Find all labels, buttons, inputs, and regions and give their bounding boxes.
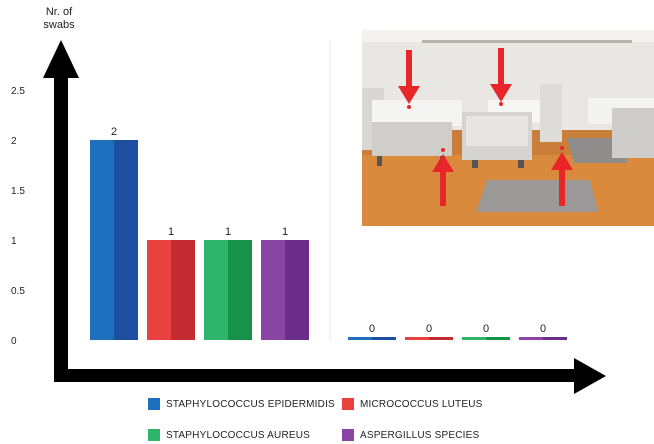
y-axis-label-line2: swabs (43, 19, 75, 31)
bar-shade (486, 337, 510, 340)
hospital-room-photo (362, 30, 654, 226)
y-axis-line (54, 70, 68, 382)
bar (462, 337, 486, 340)
y-tick-label: 2.5 (11, 86, 25, 97)
bar (147, 240, 171, 340)
y-tick-label: 0 (11, 336, 17, 347)
y-tick-label: 2 (11, 136, 17, 147)
down-arrow-icon (398, 50, 420, 104)
bar-value-label: 2 (111, 126, 117, 138)
y-axis-label: Nr. of swabs (36, 6, 82, 32)
bar-shade (171, 240, 195, 340)
bar-shade (114, 140, 138, 340)
y-axis-label-line1: Nr. of (45, 6, 73, 18)
bar-value-label: 0 (369, 323, 375, 335)
bar-value-label: 1 (225, 226, 231, 238)
bar-shade (429, 337, 453, 340)
bar-value-label: 1 (282, 226, 288, 238)
bar (348, 337, 372, 340)
bar-shade (543, 337, 567, 340)
bar (261, 240, 285, 340)
bar-shade (372, 337, 396, 340)
x-axis-line (54, 369, 584, 382)
bar-value-label: 0 (426, 323, 432, 335)
down-arrow-icon (490, 48, 512, 102)
bar-shade (228, 240, 252, 340)
y-tick-label: 0.5 (11, 286, 25, 297)
up-arrow-icon (432, 154, 454, 206)
red-dot-icon (441, 148, 445, 152)
y-tick-label: 1 (11, 236, 17, 247)
bar-shade (285, 240, 309, 340)
red-dot-icon (407, 105, 411, 109)
x-axis-arrow-icon (574, 358, 606, 394)
arrow-overlay (398, 48, 573, 206)
bar-value-label: 0 (483, 323, 489, 335)
y-tick-label: 1.5 (11, 186, 25, 197)
bar (405, 337, 429, 340)
bar-value-label: 0 (540, 323, 546, 335)
red-dot-icon (499, 102, 503, 106)
bar (204, 240, 228, 340)
bar (519, 337, 543, 340)
up-arrow-icon (551, 152, 573, 206)
bar-value-label: 1 (168, 226, 174, 238)
bar (90, 140, 114, 340)
y-axis-arrow-icon (43, 40, 79, 78)
red-dot-icon (560, 146, 564, 150)
